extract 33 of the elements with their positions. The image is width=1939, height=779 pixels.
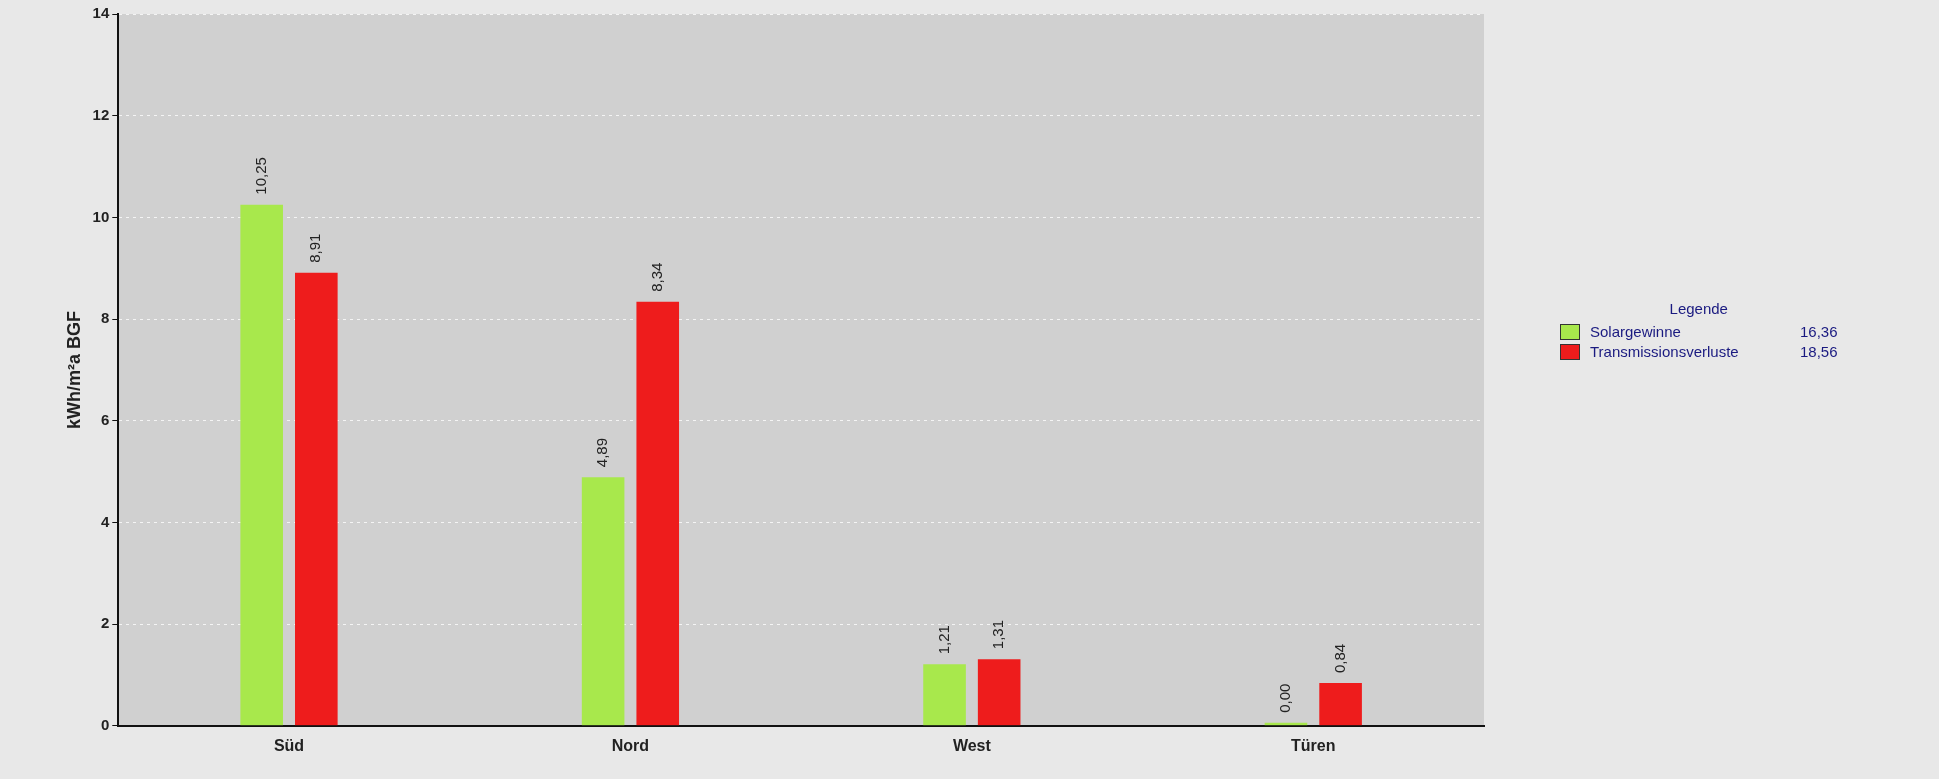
data-label: 4,89 <box>593 437 611 468</box>
y-axis-title: kWh/m²a BGF <box>63 310 84 429</box>
legend-title: Legende <box>1668 300 1729 317</box>
y-tick-label: 0 <box>100 715 110 733</box>
bar <box>923 664 966 726</box>
x-tick-label: West <box>952 736 992 754</box>
x-tick-label: Nord <box>611 736 650 754</box>
data-label: 0,84 <box>1330 643 1348 674</box>
y-tick-label: 8 <box>100 309 110 327</box>
data-label: 1,21 <box>934 625 952 655</box>
legend-label: Solargewinne <box>1590 323 1682 340</box>
y-tick-label: 2 <box>100 614 110 632</box>
data-label: 8,91 <box>306 233 324 263</box>
text: 18,56 <box>1800 343 1838 360</box>
y-tick-label: 6 <box>100 410 110 428</box>
y-tick-label: 12 <box>92 105 110 123</box>
data-label: 1,31 <box>989 619 1007 650</box>
y-tick-label: 14 <box>92 4 110 22</box>
bar <box>240 204 283 726</box>
y-tick-label: 10 <box>92 207 110 225</box>
data-label: 10,25 <box>251 157 269 195</box>
data-label: 8,34 <box>647 262 665 292</box>
data-label: 0,00 <box>1276 683 1294 713</box>
x-tick-label: Süd <box>273 736 305 754</box>
bar <box>977 659 1021 726</box>
x-tick-label: Türen <box>1291 736 1336 754</box>
text: 16,36 <box>1800 323 1838 340</box>
bar <box>295 272 338 726</box>
legend-label: Transmissionsverluste <box>1590 343 1740 360</box>
bar <box>636 301 680 726</box>
y-tick-label: 4 <box>100 512 110 530</box>
bar <box>1319 683 1362 726</box>
bar <box>581 477 625 726</box>
